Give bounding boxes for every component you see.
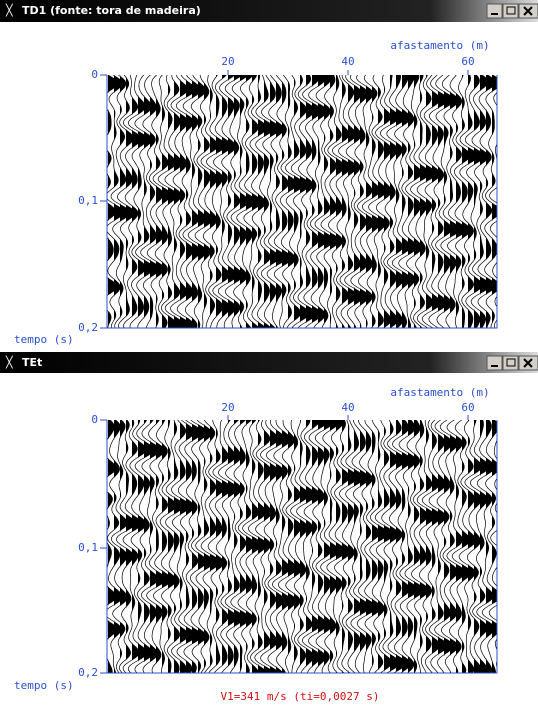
x-tick-label: 60 [461,55,474,68]
y-tick-label: 0 [91,413,98,426]
y-tick-label: 0,1 [78,194,98,207]
y-tick-label: 0 [91,68,98,81]
window-title: TD1 (fonte: tora de madeira) [22,4,201,17]
x-tick-label: 40 [341,55,354,68]
trace-fill [498,75,508,329]
trace-fill [438,75,448,329]
x-tick-label: 20 [221,401,234,414]
y-axis-label: tempo (s) [14,679,74,692]
seismic-section [100,75,507,329]
window-buttons[interactable] [487,356,538,370]
seismic-section [98,420,506,674]
window: ╳ TD1 (fonte: tora de madeira) afastamen… [0,0,538,346]
x-axis-label: afastamento (m) [390,39,489,52]
trace-line [465,420,482,674]
trace-line [117,75,134,329]
y-tick-label: 0,2 [78,666,98,679]
trace-line [272,420,290,674]
trace-line [369,75,387,329]
trace-fill [138,420,147,674]
trace-line [459,420,476,674]
x-tick-label: 20 [221,55,234,68]
trace-line [477,420,495,674]
screenshot: ╳ TD1 (fonte: tora de madeira) afastamen… [0,0,538,706]
window-title: TEt [22,356,42,369]
y-axis-label: tempo (s) [14,333,74,346]
window-buttons[interactable] [487,4,538,18]
trace-line [302,420,320,674]
trace-fill [288,420,296,674]
trace-line [123,420,141,674]
trace-fill [498,420,506,674]
footer-status: V1=341 m/s (ti=0,0027 s) [221,690,380,703]
trace-fill [450,75,460,329]
trace-line [362,75,381,329]
y-tick-label: 0,2 [78,321,98,334]
x-tick-label: 40 [341,401,354,414]
trace-line [429,420,447,674]
trace-line [440,420,458,674]
title-bar [0,352,538,373]
window: ╳ TEt afastamento (m) 20 40 60 0 0,1 0,2… [0,352,538,703]
trace-line [278,420,296,674]
trace-line [406,75,422,329]
trace-fill [456,75,466,329]
trace-line [482,420,500,674]
x-axis-label: afastamento (m) [390,386,489,399]
y-tick-label: 0,1 [78,541,98,554]
x-tick-label: 60 [461,401,474,414]
